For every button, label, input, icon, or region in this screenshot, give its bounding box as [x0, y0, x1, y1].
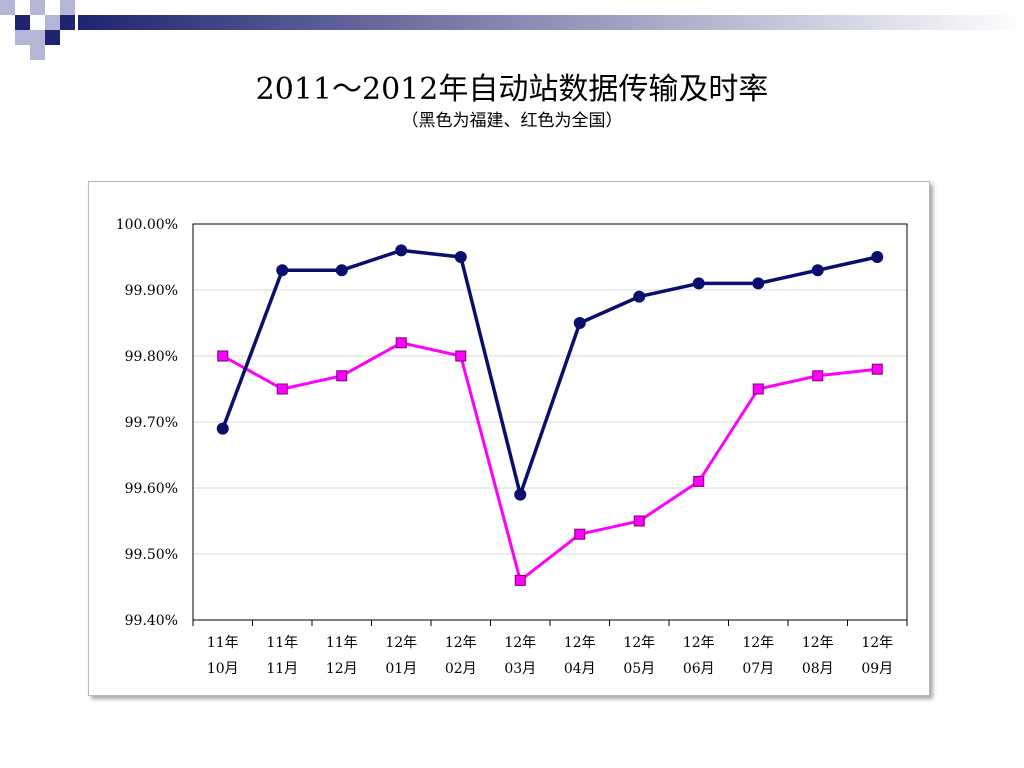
- data-point-national: [574, 528, 586, 540]
- data-point-fujian: [871, 251, 884, 263]
- data-point-national: [395, 337, 407, 349]
- x-tick-label-month: 03月: [504, 661, 536, 677]
- x-tick-label-year: 12年: [445, 635, 477, 651]
- chart-subtitle: （黑色为福建、红色为全国）: [401, 111, 623, 131]
- decor-square: [45, 30, 60, 45]
- data-point-fujian: [276, 264, 289, 277]
- y-tick-label: 99.40%: [125, 613, 178, 629]
- x-tick-label-year: 11年: [266, 635, 298, 651]
- x-tick-label-year: 11年: [207, 635, 239, 651]
- y-tick-label: 99.60%: [125, 481, 178, 497]
- data-point-fujian: [633, 290, 646, 303]
- decor-square: [30, 0, 45, 15]
- data-point-fujian: [395, 244, 408, 257]
- decor-square: [30, 30, 45, 45]
- x-tick-label-month: 12月: [326, 661, 358, 677]
- data-point-national: [514, 574, 526, 586]
- data-point-national: [693, 475, 705, 487]
- data-point-fujian: [216, 422, 229, 435]
- x-tick-label-year: 12年: [623, 635, 655, 651]
- decor-square: [15, 15, 30, 30]
- x-tick-label-month: 10月: [207, 661, 239, 677]
- decor-square: [45, 15, 60, 30]
- decor-square: [60, 15, 75, 30]
- decor-square: [0, 0, 15, 15]
- series-line-national: [222, 341, 878, 582]
- x-tick-label-month: 11月: [266, 661, 298, 677]
- x-tick-label-month: 02月: [445, 661, 477, 677]
- x-tick-label-month: 09月: [861, 661, 893, 677]
- data-point-national: [812, 370, 824, 382]
- x-tick-label-year: 12年: [385, 635, 417, 651]
- x-tick-label-year: 12年: [504, 635, 536, 651]
- data-point-national: [276, 383, 288, 395]
- data-point-fujian: [573, 317, 586, 329]
- x-tick-label-year: 12年: [861, 635, 893, 651]
- line-chart: 100.00% 99.90% 99.80% 99.70% 99.60% 99.50% 99.…: [116, 217, 908, 677]
- data-point-national: [871, 363, 883, 375]
- y-tick-label: 99.70%: [125, 415, 178, 431]
- data-point-fujian: [692, 277, 705, 290]
- data-point-national: [336, 370, 348, 382]
- series-line-fujian: [221, 248, 878, 497]
- x-tick-label-month: 04月: [564, 661, 596, 677]
- x-tick-label-year: 12年: [742, 635, 774, 651]
- x-tick-label-year: 12年: [564, 635, 596, 651]
- chart-frame: [88, 181, 930, 696]
- data-point-fujian: [811, 264, 824, 277]
- chart-title: 2011～2012年自动站数据传输及时率: [255, 72, 769, 107]
- data-point-national: [455, 350, 467, 362]
- decor-square: [30, 45, 45, 60]
- data-point-fujian: [752, 277, 765, 290]
- x-tick-label-year: 12年: [802, 635, 834, 651]
- y-tick-label: 99.80%: [125, 349, 178, 365]
- x-tick-label-month: 05月: [623, 661, 655, 677]
- y-tick-label: 99.50%: [125, 547, 178, 563]
- data-point-national: [217, 350, 229, 362]
- data-point-fujian: [335, 264, 348, 277]
- header-gradient-bar: [78, 15, 1024, 30]
- x-tick-label-year: 12年: [683, 635, 715, 651]
- data-point-national: [633, 515, 645, 527]
- x-tick-label-month: 06月: [683, 661, 715, 677]
- data-point-fujian: [454, 251, 467, 263]
- x-tick-label-month: 01月: [385, 661, 417, 677]
- data-point-national: [752, 383, 764, 395]
- x-tick-label-month: 07月: [742, 661, 774, 677]
- x-tick-label-month: 08月: [802, 661, 834, 677]
- slide-corner-decoration: [0, 0, 1024, 60]
- decor-square: [15, 30, 30, 45]
- x-tick-label-year: 11年: [326, 635, 358, 651]
- y-tick-label: 100.00%: [116, 217, 178, 233]
- data-point-fujian: [514, 488, 527, 501]
- y-tick-label: 99.90%: [125, 283, 178, 299]
- decor-square: [60, 0, 75, 15]
